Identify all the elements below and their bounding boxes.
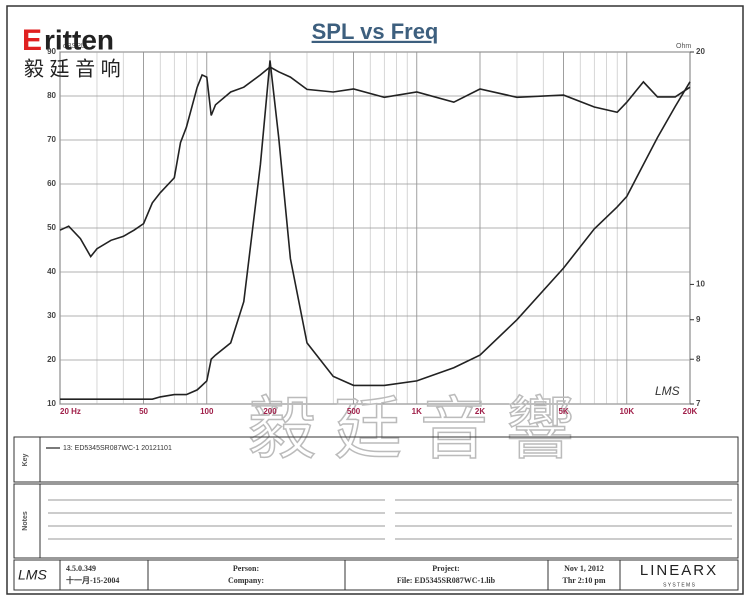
version: 4.5.0.349 xyxy=(66,564,96,573)
y2-axis-label: Ohm xyxy=(676,43,691,50)
key-label: Key xyxy=(22,453,29,466)
x-tick-label: 20K xyxy=(683,407,698,416)
print-date: Nov 1, 2012 xyxy=(564,564,604,573)
watermark: 毅廷音響 xyxy=(248,391,592,470)
company: Company: xyxy=(228,576,264,585)
y2-tick-label: 10 xyxy=(696,280,705,289)
x-tick-label: 5K xyxy=(558,407,568,416)
x-tick-label: 200 xyxy=(263,407,277,416)
logo-chinese: 毅 廷 音 响 xyxy=(24,57,121,80)
brand-sub: S Y S T E M S xyxy=(663,582,696,588)
y-tick-label: 90 xyxy=(47,47,56,56)
footer-lms: LMS xyxy=(18,567,47,583)
y-axis-label: dBSPL xyxy=(63,43,85,50)
x-tick-label: 10K xyxy=(619,407,634,416)
logo-letter: E xyxy=(22,24,42,57)
x-tick-label: 2K xyxy=(475,407,485,416)
legend-entry: 13: ED5345SR087WC-1 20121101 xyxy=(63,445,172,452)
file: File: ED5345SR087WC-1.lib xyxy=(397,576,496,585)
x-tick-label: 1K xyxy=(412,407,422,416)
y-tick-label: 10 xyxy=(47,399,56,408)
lms-stamp: LMS xyxy=(655,384,680,398)
y2-tick-label: 7 xyxy=(696,399,701,408)
notes-label: Notes xyxy=(22,511,29,531)
brand: LINEARX xyxy=(640,562,718,579)
x-tick-label: 100 xyxy=(200,407,214,416)
chart-title: SPL vs Freq xyxy=(312,19,439,44)
notes-box xyxy=(13,483,739,559)
y-tick-label: 60 xyxy=(47,179,56,188)
footer-box xyxy=(13,559,739,591)
print-time: Thr 2:10 pm xyxy=(563,576,606,585)
frame xyxy=(6,5,744,595)
y-tick-label: 50 xyxy=(47,223,56,232)
y-tick-label: 30 xyxy=(47,311,56,320)
series-line xyxy=(59,66,691,259)
y-tick-label: 20 xyxy=(47,355,56,364)
notes-lines xyxy=(48,499,732,540)
logo-brand: ritten xyxy=(44,24,114,55)
project: Project: xyxy=(432,564,459,573)
y2-tick-label: 20 xyxy=(696,47,705,56)
y2-tick-label: 8 xyxy=(696,354,701,363)
x-tick-label: 20 Hz xyxy=(60,407,81,416)
y-tick-label: 70 xyxy=(47,135,56,144)
date: 十一月-15-2004 xyxy=(66,575,119,585)
x-tick-label: 50 xyxy=(139,407,148,416)
person: Person: xyxy=(233,564,259,573)
y-tick-label: 40 xyxy=(47,267,56,276)
y-tick-label: 80 xyxy=(47,91,56,100)
x-tick-label: 500 xyxy=(347,407,361,416)
key-box xyxy=(13,436,739,483)
series-line xyxy=(60,60,691,400)
y2-tick-label: 9 xyxy=(696,315,701,324)
